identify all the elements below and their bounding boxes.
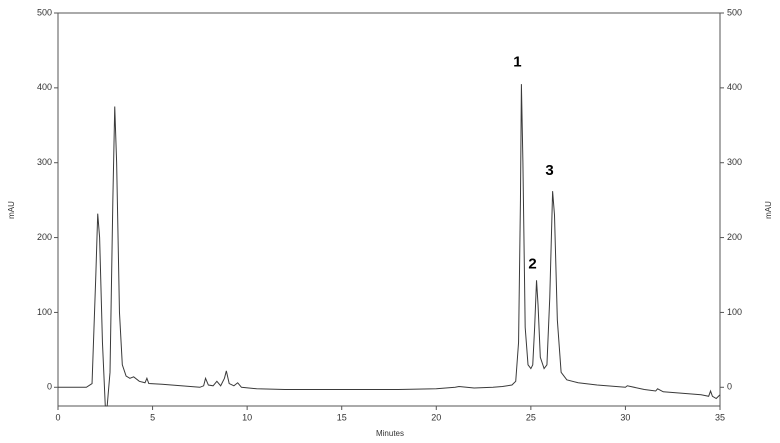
y-tick-label: 0 (47, 382, 52, 392)
peak-label: 1 (513, 53, 521, 70)
plot-frame (57, 12, 721, 407)
y-tick-label: 400 (37, 82, 52, 92)
y2-axis-label: mAU (764, 201, 773, 219)
peak-label: 3 (545, 162, 553, 179)
x-tick-label: 35 (715, 412, 725, 422)
y-tick-label: 100 (37, 307, 52, 317)
y-tick-label: 300 (37, 157, 52, 167)
x-tick-label: 0 (55, 412, 60, 422)
y-axis-label: mAU (7, 201, 16, 219)
y2-tick-label: 100 (727, 307, 742, 317)
x-tick-label: 10 (242, 412, 252, 422)
y2-tick-label: 0 (727, 382, 732, 392)
x-tick-label: 5 (150, 412, 155, 422)
y2-tick-label: 300 (727, 157, 742, 167)
x-tick-label: 25 (526, 412, 536, 422)
trace-line (58, 84, 721, 407)
x-tick-label: 30 (620, 412, 630, 422)
y-tick-label: 500 (37, 7, 52, 17)
x-tick-label: 15 (337, 412, 347, 422)
x-tick-label: 20 (431, 412, 441, 422)
y-tick-label: 200 (37, 232, 52, 242)
x-axis-label: Minutes (376, 429, 404, 438)
y2-tick-label: 500 (727, 7, 742, 17)
y2-tick-label: 200 (727, 232, 742, 242)
peak-label: 2 (528, 255, 536, 272)
y2-tick-label: 400 (727, 82, 742, 92)
